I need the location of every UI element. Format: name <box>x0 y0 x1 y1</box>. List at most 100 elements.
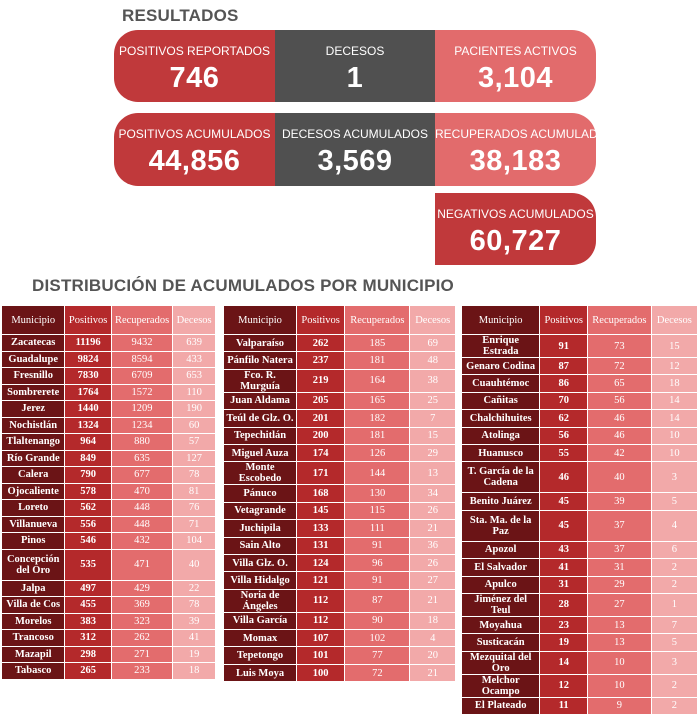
card-label: POSITIVOS ACUMULADOS <box>118 127 271 141</box>
cell-recuperados: 13 <box>587 633 652 652</box>
cell-positivos: 497 <box>64 580 112 597</box>
card-value: 38,183 <box>469 145 562 177</box>
cell-municipio: Sta. Ma. de la Paz <box>462 510 541 542</box>
table-row: Apozol 43 37 6 <box>462 541 699 560</box>
card-decesos: DECESOS 1 <box>275 30 435 102</box>
cell-recuperados: 1234 <box>111 417 174 434</box>
column-header-municipio: Municipio <box>462 306 541 335</box>
cell-positivos: 101 <box>296 646 346 665</box>
cell-positivos: 578 <box>64 483 112 500</box>
table-row: Río Grande 849 635 127 <box>2 450 216 467</box>
table-row: Pánfilo Natera 237 181 48 <box>224 351 456 370</box>
cell-positivos: 1440 <box>64 400 112 418</box>
cell-municipio: Cañitas <box>462 392 541 411</box>
table-row: Villa de Cos 455 369 78 <box>2 596 216 614</box>
table-row: Melchor Ocampo 12 10 2 <box>462 674 699 698</box>
cell-positivos: 174 <box>296 444 346 463</box>
cell-decesos: 36 <box>409 537 456 555</box>
cell-positivos: 205 <box>296 392 346 411</box>
table-row: Tabasco 265 233 18 <box>2 662 216 680</box>
cell-positivos: 124 <box>296 554 346 573</box>
cell-positivos: 19 <box>539 633 589 652</box>
cell-recuperados: 635 <box>111 450 174 467</box>
cell-positivos: 55 <box>539 444 589 463</box>
cell-recuperados: 72 <box>587 357 652 376</box>
cell-decesos: 653 <box>172 367 216 385</box>
cell-decesos: 127 <box>172 450 216 467</box>
cell-positivos: 262 <box>296 334 346 353</box>
table-row: El Plateado 11 9 2 <box>462 697 699 715</box>
cell-recuperados: 448 <box>111 499 174 517</box>
distribution-title: DISTRIBUCIÓN DE ACUMULADOS POR MUNICIPIO <box>32 276 454 295</box>
cell-decesos: 19 <box>172 646 216 663</box>
cell-positivos: 56 <box>539 427 589 445</box>
cell-municipio: Chalchihuites <box>462 409 541 428</box>
cell-decesos: 12 <box>651 357 699 376</box>
cell-positivos: 546 <box>64 532 112 550</box>
cell-municipio: Apulco <box>462 576 541 594</box>
municipio-table-3: Municipio Positivos Recuperados Decesos Enri… <box>462 306 699 715</box>
card-positivos-acumulados: POSITIVOS ACUMULADOS 44,856 <box>114 113 275 186</box>
cell-decesos: 1 <box>651 593 699 617</box>
cell-positivos: 41 <box>539 558 589 577</box>
card-negativos-acumulados: NEGATIVOS ACUMULADOS 60,727 <box>435 193 596 265</box>
cell-municipio: Villa Hidalgo <box>224 571 298 590</box>
cell-municipio: Juan Aldama <box>224 392 298 411</box>
cell-positivos: 62 <box>539 409 589 428</box>
column-header-positivos: Positivos <box>539 306 589 335</box>
cell-decesos: 2 <box>651 697 699 715</box>
card-value: 60,727 <box>469 225 562 257</box>
cell-municipio: Sombrerete <box>2 384 66 401</box>
cell-decesos: 38 <box>409 369 456 393</box>
cell-positivos: 168 <box>296 484 346 503</box>
table-row: Villanueva 556 448 71 <box>2 516 216 533</box>
cell-municipio: Sain Alto <box>224 537 298 555</box>
cell-municipio: Tlaltenango <box>2 433 66 451</box>
cell-decesos: 26 <box>409 502 456 521</box>
cell-recuperados: 1209 <box>111 400 174 418</box>
cell-decesos: 21 <box>409 664 456 683</box>
cell-positivos: 7830 <box>64 367 112 385</box>
cell-recuperados: 90 <box>344 612 411 631</box>
cell-recuperados: 165 <box>344 392 411 411</box>
cell-positivos: 201 <box>296 409 346 428</box>
cell-positivos: 112 <box>296 589 346 613</box>
cell-positivos: 133 <box>296 519 346 538</box>
cell-municipio: Momax <box>224 629 298 648</box>
card-label: DECESOS ACUMULADOS <box>281 127 429 141</box>
table-row: Noria de Ángeles 112 87 21 <box>224 589 456 613</box>
column-header-decesos: Decesos <box>409 306 456 335</box>
cell-municipio: Juchipila <box>224 519 298 538</box>
cell-municipio: Villa García <box>224 612 298 631</box>
cell-municipio: Apozol <box>462 541 541 560</box>
cell-decesos: 433 <box>172 351 216 368</box>
cell-positivos: 171 <box>296 461 346 486</box>
cell-decesos: 639 <box>172 334 216 352</box>
cell-decesos: 104 <box>172 532 216 550</box>
cell-recuperados: 1572 <box>111 384 174 401</box>
cell-decesos: 34 <box>409 484 456 503</box>
card-label: PACIENTES ACTIVOS <box>454 44 577 58</box>
cell-decesos: 18 <box>409 612 456 631</box>
table-row: Momax 107 102 4 <box>224 629 456 648</box>
cell-municipio: Benito Juárez <box>462 492 541 511</box>
cell-municipio: Tepetongo <box>224 646 298 665</box>
table-row: Sta. Ma. de la Paz 45 37 4 <box>462 510 699 542</box>
card-label: RECUPERADOS ACUMULADOS <box>435 127 616 141</box>
table-row: Susticacán 19 13 5 <box>462 633 699 652</box>
table-row: Sain Alto 131 91 36 <box>224 537 456 555</box>
cell-positivos: 455 <box>64 596 112 614</box>
cell-municipio: Luis Moya <box>224 664 298 683</box>
cell-municipio: Valparaíso <box>224 334 298 353</box>
cell-positivos: 849 <box>64 450 112 467</box>
table-row: Trancoso 312 262 41 <box>2 629 216 647</box>
cell-recuperados: 111 <box>344 519 411 538</box>
cell-municipio: Huanusco <box>462 444 541 463</box>
cell-municipio: Teúl de Glz. O. <box>224 409 298 428</box>
cell-recuperados: 46 <box>587 409 652 428</box>
cell-recuperados: 323 <box>111 613 174 630</box>
cell-decesos: 4 <box>651 510 699 542</box>
cell-recuperados: 9 <box>587 697 652 715</box>
cell-recuperados: 185 <box>344 334 411 353</box>
cell-municipio: Monte Escobedo <box>224 461 298 486</box>
